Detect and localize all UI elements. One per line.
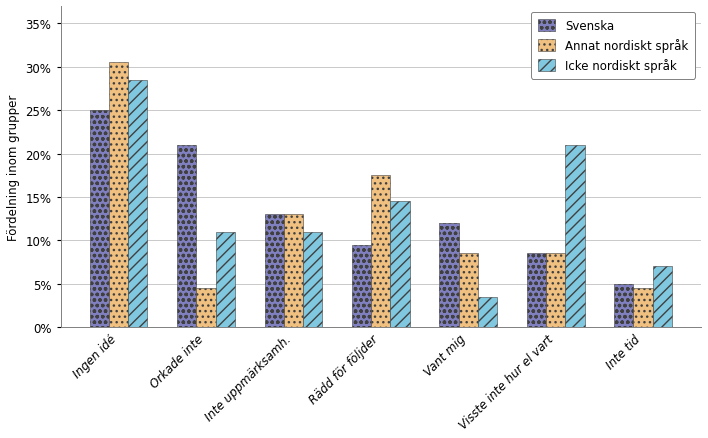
Bar	[634, 288, 653, 327]
Bar	[653, 267, 672, 327]
Bar	[546, 254, 565, 327]
Bar	[440, 223, 459, 327]
Bar	[565, 145, 585, 327]
Bar	[215, 232, 235, 327]
Bar	[284, 215, 303, 327]
Bar	[128, 81, 147, 327]
Bar	[527, 254, 546, 327]
Bar	[352, 245, 371, 327]
Bar	[265, 215, 284, 327]
Bar	[478, 297, 497, 327]
Bar	[615, 284, 634, 327]
Bar	[371, 176, 390, 327]
Bar	[90, 111, 109, 327]
Bar	[177, 145, 196, 327]
Bar	[459, 254, 478, 327]
Legend: Svenska, Annat nordiskt språk, Icke nordiskt språk: Svenska, Annat nordiskt språk, Icke nord…	[530, 13, 695, 80]
Bar	[303, 232, 322, 327]
Bar	[390, 202, 410, 327]
Bar	[196, 288, 215, 327]
Y-axis label: Fördelning inom grupper: Fördelning inom grupper	[7, 94, 20, 240]
Bar	[109, 63, 128, 327]
